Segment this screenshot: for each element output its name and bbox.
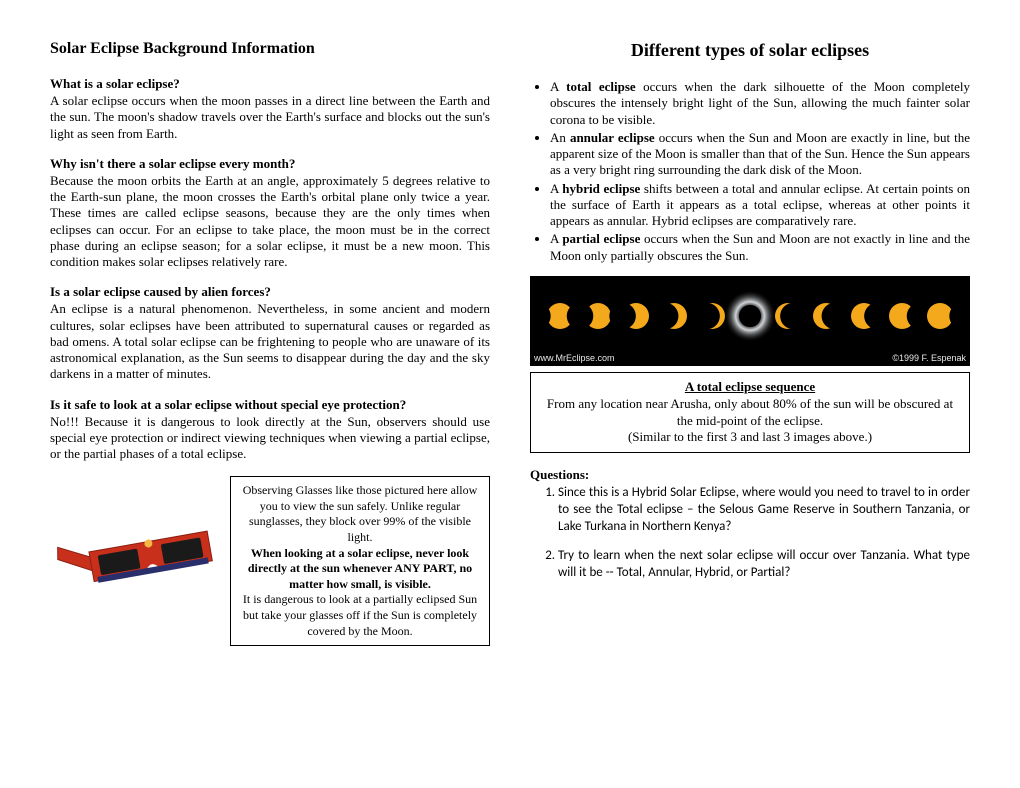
eclipse-phase bbox=[851, 302, 891, 329]
answer-text: An eclipse is a natural phenomenon. Neve… bbox=[50, 301, 490, 382]
eclipse-type-item: A partial eclipse occurs when the Sun an… bbox=[550, 231, 970, 264]
eclipse-phase bbox=[609, 302, 649, 329]
qa-block: Why isn't there a solar eclipse every mo… bbox=[50, 156, 490, 271]
eclipse-phase bbox=[813, 302, 848, 329]
glasses-icon bbox=[50, 494, 220, 614]
caption-body-2: (Similar to the first 3 and last 3 image… bbox=[541, 429, 959, 446]
glasses-text-1: Observing Glasses like those pictured he… bbox=[239, 483, 481, 545]
glasses-temple-left bbox=[56, 542, 95, 577]
eclipse-type-item: A total eclipse occurs when the dark sil… bbox=[550, 79, 970, 128]
left-column: Solar Eclipse Background Information Wha… bbox=[50, 40, 490, 646]
qa-container: What is a solar eclipse?A solar eclipse … bbox=[50, 76, 490, 462]
question-item: Try to learn when the next solar eclipse… bbox=[558, 548, 970, 582]
eclipse-phase bbox=[652, 302, 687, 329]
eclipse-type-item: An annular eclipse occurs when the Sun a… bbox=[550, 130, 970, 179]
answer-text: A solar eclipse occurs when the moon pas… bbox=[50, 93, 490, 142]
glasses-text-3: It is dangerous to look at a partially e… bbox=[239, 592, 481, 639]
eclipse-glasses-image bbox=[50, 476, 220, 614]
answer-text: Because the moon orbits the Earth at an … bbox=[50, 173, 490, 271]
eclipse-type-item: A hybrid eclipse shifts between a total … bbox=[550, 181, 970, 230]
qa-block: Is it safe to look at a solar eclipse wi… bbox=[50, 397, 490, 463]
eclipse-type-name: total eclipse bbox=[566, 79, 636, 94]
eclipse-phase bbox=[724, 290, 776, 342]
eclipse-phase bbox=[530, 302, 573, 329]
eclipse-type-name: annular eclipse bbox=[570, 130, 655, 145]
qa-block: What is a solar eclipse?A solar eclipse … bbox=[50, 76, 490, 142]
strip-credit-left: www.MrEclipse.com bbox=[534, 353, 615, 363]
question-heading: What is a solar eclipse? bbox=[50, 76, 490, 92]
left-title: Solar Eclipse Background Information bbox=[50, 40, 490, 58]
answer-text: No!!! Because it is dangerous to look di… bbox=[50, 414, 490, 463]
eclipse-phase bbox=[889, 302, 933, 329]
caption-title: A total eclipse sequence bbox=[685, 379, 815, 394]
questions-list: Since this is a Hybrid Solar Eclipse, wh… bbox=[530, 485, 970, 581]
eclipse-phase bbox=[693, 302, 725, 329]
right-title: Different types of solar eclipses bbox=[530, 40, 970, 61]
eclipse-phase bbox=[567, 302, 611, 329]
eclipse-sequence-image: www.MrEclipse.com ©1999 F. Espenak bbox=[530, 276, 970, 366]
glasses-info-box: Observing Glasses like those pictured he… bbox=[230, 476, 490, 646]
eclipse-phase bbox=[927, 302, 970, 329]
page: Solar Eclipse Background Information Wha… bbox=[50, 40, 970, 646]
qa-block: Is a solar eclipse caused by alien force… bbox=[50, 284, 490, 382]
eclipse-phase bbox=[775, 302, 807, 329]
glasses-text-2: When looking at a solar eclipse, never l… bbox=[239, 546, 481, 593]
question-heading: Is it safe to look at a solar eclipse wi… bbox=[50, 397, 490, 413]
strip-credit-right: ©1999 F. Espenak bbox=[892, 353, 966, 363]
question-item: Since this is a Hybrid Solar Eclipse, wh… bbox=[558, 485, 970, 536]
glasses-row: Observing Glasses like those pictured he… bbox=[50, 476, 490, 646]
question-heading: Is a solar eclipse caused by alien force… bbox=[50, 284, 490, 300]
caption-body-1: From any location near Arusha, only abou… bbox=[541, 396, 959, 430]
question-heading: Why isn't there a solar eclipse every mo… bbox=[50, 156, 490, 172]
eclipse-type-name: partial eclipse bbox=[562, 231, 640, 246]
caption-box: A total eclipse sequence From any locati… bbox=[530, 372, 970, 454]
eclipse-types-list: A total eclipse occurs when the dark sil… bbox=[530, 79, 970, 264]
questions-heading: Questions: bbox=[530, 467, 970, 483]
eclipse-type-name: hybrid eclipse bbox=[562, 181, 640, 196]
right-column: Different types of solar eclipses A tota… bbox=[530, 40, 970, 646]
